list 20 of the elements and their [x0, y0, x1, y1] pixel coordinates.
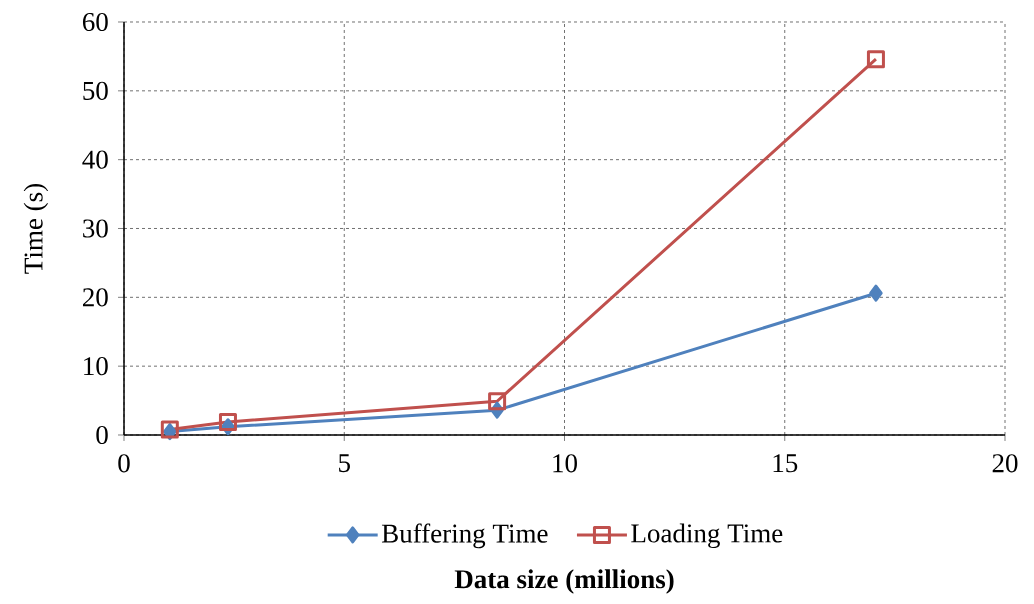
legend-label: Buffering Time [381, 523, 548, 549]
y-tick-label: 0 [96, 425, 108, 445]
x-tick-label: 15 [773, 454, 798, 473]
x-tick-label: 5 [339, 454, 350, 473]
point [218, 412, 237, 431]
x-tick-label: 0 [118, 454, 130, 473]
point [869, 284, 883, 302]
y-tick-label: 30 [83, 219, 108, 238]
legend-label: Loading Time [631, 523, 783, 549]
point [488, 392, 507, 411]
y-tick-label: 40 [82, 150, 108, 169]
y-tick-label: 60 [82, 12, 108, 32]
point [866, 50, 885, 69]
y-tick-label: 50 [83, 81, 108, 100]
y-tick-label: 10 [84, 357, 108, 376]
y-tick-label: 20 [83, 288, 108, 307]
x-tick-label: 20 [992, 454, 1018, 473]
y-axis-title: Time (s) [23, 184, 49, 274]
x-tick-label: 10 [553, 454, 577, 473]
x-axis-title: Data size (millions) [454, 569, 674, 594]
